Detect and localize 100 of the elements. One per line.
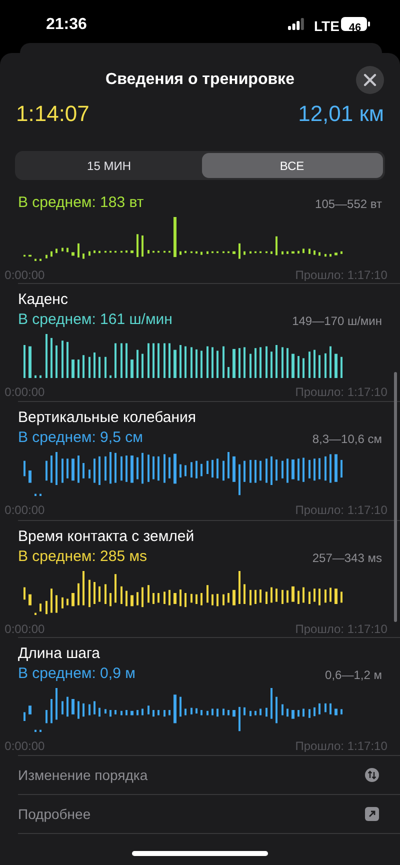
candlestick: [282, 347, 284, 378]
candlestick: [148, 250, 150, 254]
candlestick: [190, 708, 192, 714]
candlestick: [216, 594, 218, 606]
candlestick: [78, 360, 80, 378]
text: Подробнее: [18, 805, 91, 824]
candlestick: [136, 234, 138, 258]
candlestick: [158, 710, 160, 716]
candlestick: [28, 346, 32, 378]
candlestick: [72, 593, 74, 606]
candlestick: [260, 589, 262, 603]
candlestick: [46, 334, 48, 378]
chart-subtitle: В среднем: 285 мѕ: [18, 547, 148, 567]
chart-title: Время контакта с землей: [18, 527, 194, 547]
candlestick: [184, 346, 186, 378]
candlestick: [164, 592, 166, 604]
candlestick: [324, 703, 326, 712]
candlestick: [78, 701, 80, 719]
candlestick: [330, 588, 332, 602]
text: 149—170 ш/мин: [292, 313, 382, 329]
text: 15 МИН: [86, 158, 132, 175]
candlestick: [222, 708, 224, 716]
candlestick: [78, 243, 80, 258]
candlestick: [340, 460, 342, 478]
candlestick: [120, 586, 122, 604]
candlestick: [158, 593, 160, 603]
candlestick: [114, 343, 116, 378]
text: 0,6—1,2 м: [325, 667, 382, 683]
candlestick: [222, 346, 224, 378]
candlestick: [130, 710, 134, 716]
candlestick: [130, 456, 134, 483]
candlestick: [34, 375, 36, 378]
candlestick: [158, 343, 160, 378]
candlestick: [196, 460, 198, 478]
candlestick: [88, 704, 90, 716]
candlestick: [276, 345, 278, 378]
candlestick: [148, 454, 150, 482]
candlestick: [72, 360, 74, 378]
candlestick: [270, 251, 272, 254]
candlestick: [308, 248, 310, 254]
candlestick: [82, 463, 84, 478]
candlestick: [228, 593, 230, 603]
candlestick: [82, 355, 84, 378]
candlestick: [298, 356, 300, 378]
candlestick: [148, 343, 150, 378]
candlestick: [286, 251, 288, 254]
candlestick: [254, 590, 256, 604]
text: 21:36: [46, 15, 87, 35]
candlestick: [142, 587, 144, 608]
candlestick: [200, 710, 202, 716]
candlestick: [324, 254, 326, 257]
candlestick: [196, 708, 198, 714]
candlestick: [302, 458, 304, 482]
candlestick: [334, 588, 338, 604]
candlestick: [200, 593, 202, 606]
candlestick: [56, 452, 58, 485]
candlestick: [222, 460, 224, 481]
candlestick: [314, 250, 316, 255]
candlestick: [250, 460, 252, 483]
candlestick: [50, 588, 52, 613]
candlestick: [168, 457, 170, 478]
candlestick: [314, 707, 316, 716]
candlestick: [28, 470, 32, 483]
text: 1:14:07: [16, 101, 90, 126]
candlestick: [212, 708, 214, 716]
candlestick: [238, 571, 240, 604]
candlestick: [130, 360, 134, 378]
candlestick: [164, 343, 166, 378]
candlestick: [152, 343, 154, 378]
candlestick: [318, 355, 320, 378]
candlestick: [174, 217, 176, 258]
candlestick: [94, 701, 96, 714]
text: 105—552 вт: [315, 196, 382, 212]
candlestick: [318, 588, 320, 606]
candlestick: [238, 464, 240, 496]
candlestick: [244, 460, 246, 482]
candlestick: [238, 243, 240, 259]
chart-title: Вертикальные колебания: [18, 408, 196, 428]
candlestick: [50, 338, 52, 378]
candlestick: [232, 348, 236, 378]
candlestick: [292, 586, 294, 602]
candlestick: [56, 595, 58, 613]
chart-title: Длина шага: [18, 644, 100, 664]
candlestick: [200, 464, 202, 476]
candlestick: [302, 358, 304, 378]
candlestick: [136, 350, 138, 378]
candlestick: [200, 350, 202, 378]
candlestick: [56, 688, 58, 720]
candlestick: [110, 710, 112, 717]
candlestick: [298, 590, 300, 604]
candlestick: [168, 710, 170, 716]
candlestick: [196, 349, 198, 378]
candlestick: [266, 708, 268, 717]
candlestick: [238, 706, 240, 732]
candlestick: [260, 460, 262, 481]
candlestick: [276, 588, 278, 602]
candlestick: [50, 251, 52, 257]
candlestick: [94, 250, 96, 254]
candlestick: [292, 354, 294, 378]
candlestick: [184, 465, 186, 476]
